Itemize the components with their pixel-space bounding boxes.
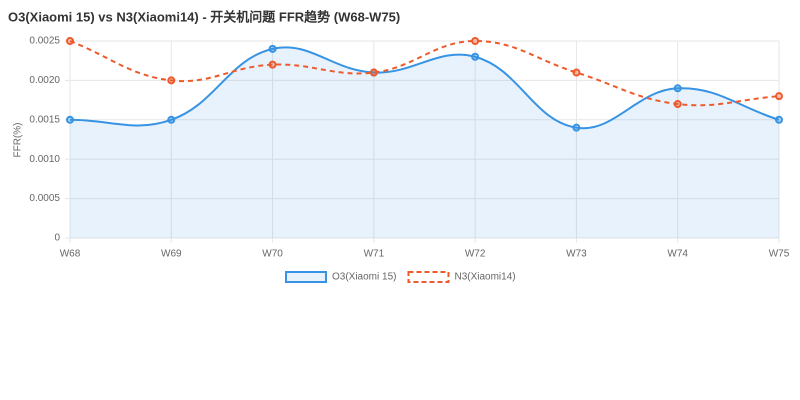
x-tick-label: W70	[262, 249, 283, 260]
point	[673, 84, 682, 93]
legend-label: O3(Xiaomi 15)	[332, 272, 396, 283]
point	[775, 92, 783, 101]
y-tick-label: 0.0005	[29, 193, 60, 204]
x-tick-label: W69	[161, 249, 182, 260]
point	[268, 44, 277, 53]
point	[471, 52, 480, 61]
y-tick-label: 0.0015	[29, 114, 60, 125]
y-tick-label: 0.0020	[29, 75, 60, 86]
line	[69, 39, 780, 107]
legend-swatch	[407, 271, 450, 283]
x-tick-label: W73	[566, 249, 587, 260]
x-tick-label: W68	[60, 249, 81, 260]
legend-swatch	[285, 271, 327, 283]
point	[775, 115, 783, 124]
legend-label: N3(Xiaomi14)	[454, 272, 515, 283]
point	[268, 60, 277, 69]
point	[369, 68, 378, 77]
point	[66, 115, 74, 124]
point	[66, 37, 74, 45]
chart-title: O3(Xiaomi 15) vs N3(Xiaomi14) - 开关机问题 FF…	[8, 9, 400, 24]
point	[167, 115, 176, 124]
x-tick-label: W72	[465, 249, 486, 260]
point	[572, 123, 581, 132]
line	[69, 46, 780, 130]
point	[572, 68, 581, 77]
point	[673, 100, 682, 109]
y-tick-label: 0	[54, 233, 60, 244]
y-tick-label: 0.0010	[29, 154, 60, 165]
point	[167, 76, 176, 85]
x-tick-label: W74	[667, 249, 688, 260]
y-tick-label: 0.0025	[29, 36, 60, 47]
y-axis-label: FFR(%)	[13, 123, 24, 158]
x-tick-label: W75	[769, 249, 790, 260]
area	[70, 47, 779, 238]
point	[471, 37, 480, 45]
x-tick-label: W71	[364, 249, 385, 260]
